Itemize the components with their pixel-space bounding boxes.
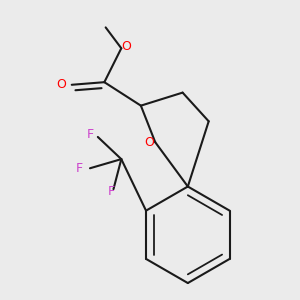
Text: F: F xyxy=(107,185,114,198)
Text: O: O xyxy=(56,78,66,91)
Text: O: O xyxy=(122,40,131,53)
Text: F: F xyxy=(86,128,94,141)
Text: O: O xyxy=(144,136,154,149)
Text: F: F xyxy=(76,162,83,175)
